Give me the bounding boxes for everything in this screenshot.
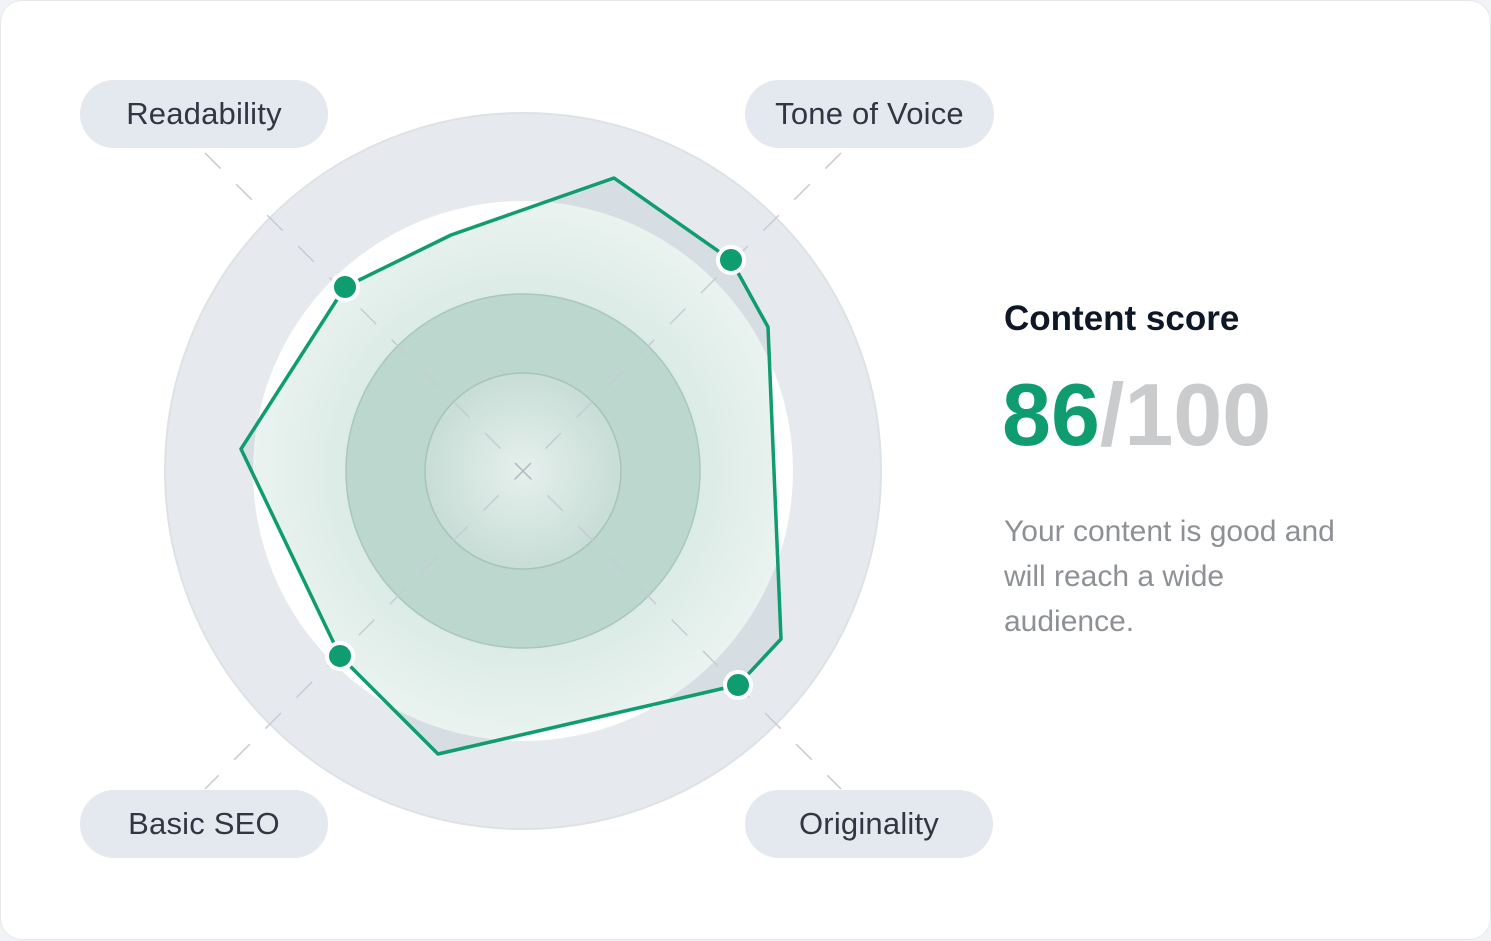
point-basic-seo xyxy=(325,641,355,671)
axis-points xyxy=(325,245,753,700)
score-max: /100 xyxy=(1099,365,1272,464)
score-value: 86 xyxy=(1002,365,1100,464)
readability-label: Readability xyxy=(80,80,328,148)
content-score-value: 86/100 xyxy=(1002,365,1271,465)
tone-of-voice-label: Tone of Voice xyxy=(745,80,994,148)
score-outline xyxy=(239,176,783,756)
point-tone-of-voice xyxy=(716,245,746,275)
score-description: Your content is good and will reach a wi… xyxy=(1004,515,1335,638)
originality-label: Originality xyxy=(745,790,993,858)
content-score-title: Content score xyxy=(1004,299,1240,338)
basic-seo-label: Basic SEO xyxy=(80,790,328,858)
point-originality xyxy=(723,670,753,700)
center-cross xyxy=(514,462,532,480)
point-readability xyxy=(330,272,360,302)
